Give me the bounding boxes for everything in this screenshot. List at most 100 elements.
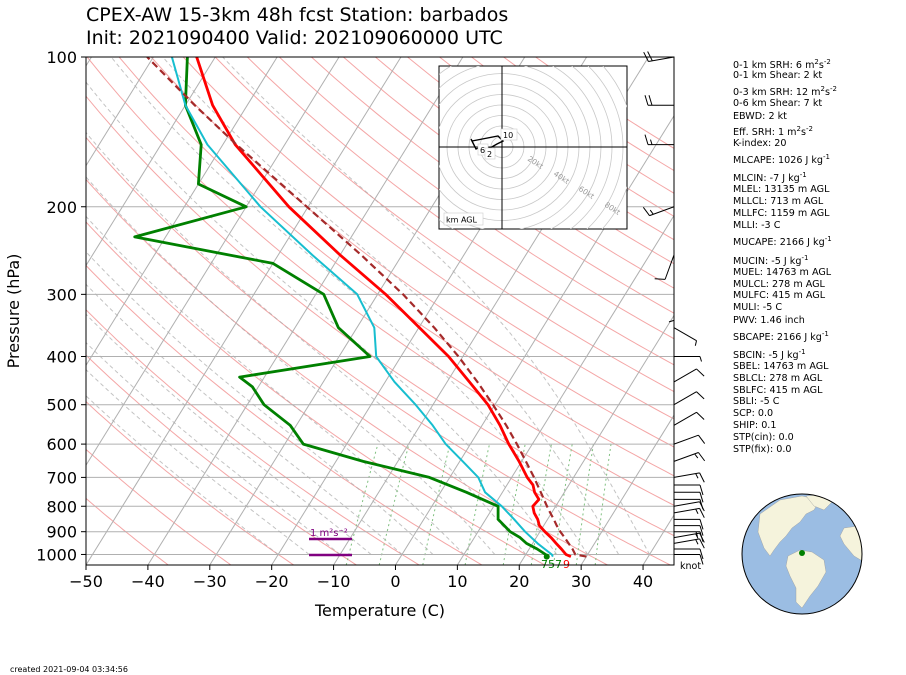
- index-text: SBLI: -5 C: [733, 396, 780, 407]
- x-tick-label: −30: [193, 572, 227, 591]
- index-text: MUCAPE: 2166 J kg: [733, 237, 825, 249]
- index-text: MULI: -5 C: [733, 302, 783, 313]
- x-tick-label: −20: [255, 572, 289, 591]
- dry-adiabat: [118, 57, 674, 477]
- x-tick-label: −50: [69, 572, 103, 591]
- index-line: MLCAPE: 1026 J kg-1: [733, 152, 830, 166]
- index-text: MLEL: 13135 m AGL: [733, 184, 830, 195]
- dry-adiabat: [214, 57, 674, 393]
- index-text: MULFC: 415 m AGL: [733, 290, 826, 301]
- isotherm: [86, 57, 402, 565]
- index-line: SBLCL: 278 m AGL: [733, 373, 822, 384]
- srh-layer-label: 1 m²s⁻²: [310, 528, 348, 539]
- index-text: SCP: 0.0: [733, 408, 774, 419]
- x-tick-label: −10: [317, 572, 351, 591]
- x-axis-label: Temperature (C): [314, 601, 445, 620]
- dry-adiabat: [86, 497, 169, 565]
- index-text: s: [801, 127, 806, 139]
- index-line: MUCAPE: 2166 J kg-1: [733, 234, 832, 248]
- globe-outline: [741, 493, 863, 615]
- isotherm: [86, 57, 278, 367]
- index-superscript: -2: [823, 58, 831, 66]
- isotherm: [147, 57, 464, 565]
- y-tick-label: 1000: [36, 545, 77, 564]
- wind-barb: [674, 356, 702, 362]
- dry-adiabat: [246, 57, 674, 366]
- moist-adiabat: [86, 176, 496, 555]
- moist-adiabat: [86, 313, 372, 555]
- index-line: MULI: -5 C: [733, 302, 782, 313]
- wind-barb: [674, 484, 704, 496]
- isotherm: [86, 57, 340, 467]
- dry-adiabat: [311, 57, 674, 314]
- index-line: SHIP: 0.1: [733, 420, 776, 431]
- mixing-ratio-line: [553, 444, 573, 565]
- index-text: MLCAPE: 1026 J kg: [733, 155, 824, 167]
- hodograph-height-box: [500, 128, 518, 141]
- index-text: SBEL: 14763 m AGL: [733, 361, 829, 372]
- moist-adiabat: [86, 283, 403, 555]
- wind-barb: [674, 518, 704, 530]
- index-text: MLLCL: 713 m AGL: [733, 196, 824, 207]
- globe-land-south-america: [785, 549, 827, 609]
- hodograph-height-box: [484, 147, 496, 160]
- wind-barb: [673, 391, 705, 406]
- index-line: EBWD: 2 kt: [733, 111, 787, 122]
- plot-series: [133, 57, 587, 558]
- y-tick-label: 300: [46, 285, 77, 304]
- plot-grid: [86, 57, 674, 565]
- index-text: K-index: 20: [733, 138, 787, 149]
- index-text: MLLFC: 1159 m AGL: [733, 208, 830, 219]
- wind-unit-label: knot: [680, 561, 701, 572]
- moist-adiabat: [86, 215, 465, 555]
- isotherm: [86, 57, 216, 267]
- wind-barb: [673, 472, 705, 483]
- index-text: Eff. SRH: 1 m: [733, 127, 797, 139]
- index-line: STP(cin): 0.0: [733, 432, 794, 443]
- index-line: MULFC: 415 m AGL: [733, 290, 825, 301]
- index-line: SBEL: 14763 m AGL: [733, 361, 829, 372]
- index-text: STP(fix): 0.0: [733, 444, 792, 455]
- y-axis-label: Pressure (hPa): [4, 254, 23, 369]
- y-tick-label: 900: [46, 523, 77, 542]
- chart-title-line1: CPEX-AW 15-3km 48h fcst Station: barbado…: [86, 4, 509, 26]
- wind-barb: [674, 553, 704, 565]
- index-superscript: 2: [820, 85, 825, 93]
- wind-barb: [673, 327, 698, 346]
- index-superscript: -2: [806, 125, 813, 133]
- index-text: PWV: 1.46 inch: [733, 315, 805, 326]
- hodograph-label: km AGL: [446, 216, 478, 225]
- index-text: SBCAPE: 2166 J kg: [733, 332, 822, 344]
- dry-adiabat: [86, 57, 674, 506]
- mixing-ratio-line: [594, 444, 612, 565]
- wind-barb: [673, 452, 706, 462]
- index-superscript: -1: [824, 235, 832, 243]
- index-text: 0-1 km SRH: 6 m: [733, 60, 815, 72]
- dewpoint-profile: [133, 57, 548, 558]
- isotherm: [456, 214, 674, 565]
- index-line: 0-3 km SRH: 12 m2s-2: [733, 84, 837, 98]
- wind-barb: [673, 507, 705, 518]
- index-text: SBCIN: -5 J kg: [733, 350, 799, 362]
- wind-barb: [644, 95, 674, 106]
- index-line: PWV: 1.46 inch: [733, 315, 805, 326]
- wind-barb: [673, 538, 705, 549]
- wind-barb: [674, 548, 704, 560]
- hodograph-height-label: 10: [503, 131, 513, 140]
- index-line: 0-1 km Shear: 2 kt: [733, 70, 822, 81]
- x-tick-label: −40: [131, 572, 165, 591]
- dry-adiabat: [182, 57, 674, 420]
- x-tick-label: 0: [390, 572, 400, 591]
- index-line: MLCIN: -7 J kg-1: [733, 170, 807, 184]
- index-superscript: -1: [823, 153, 830, 161]
- y-tick-label: 400: [46, 348, 77, 367]
- y-tick-label: 100: [46, 48, 77, 67]
- index-superscript: -1: [821, 330, 829, 338]
- index-superscript: -1: [798, 348, 806, 356]
- index-line: MLLCL: 713 m AGL: [733, 196, 823, 207]
- wind-barb: [668, 294, 675, 323]
- locator-globe: [741, 493, 863, 615]
- x-tick-label: 30: [571, 572, 591, 591]
- index-text: MULCL: 278 m AGL: [733, 279, 825, 290]
